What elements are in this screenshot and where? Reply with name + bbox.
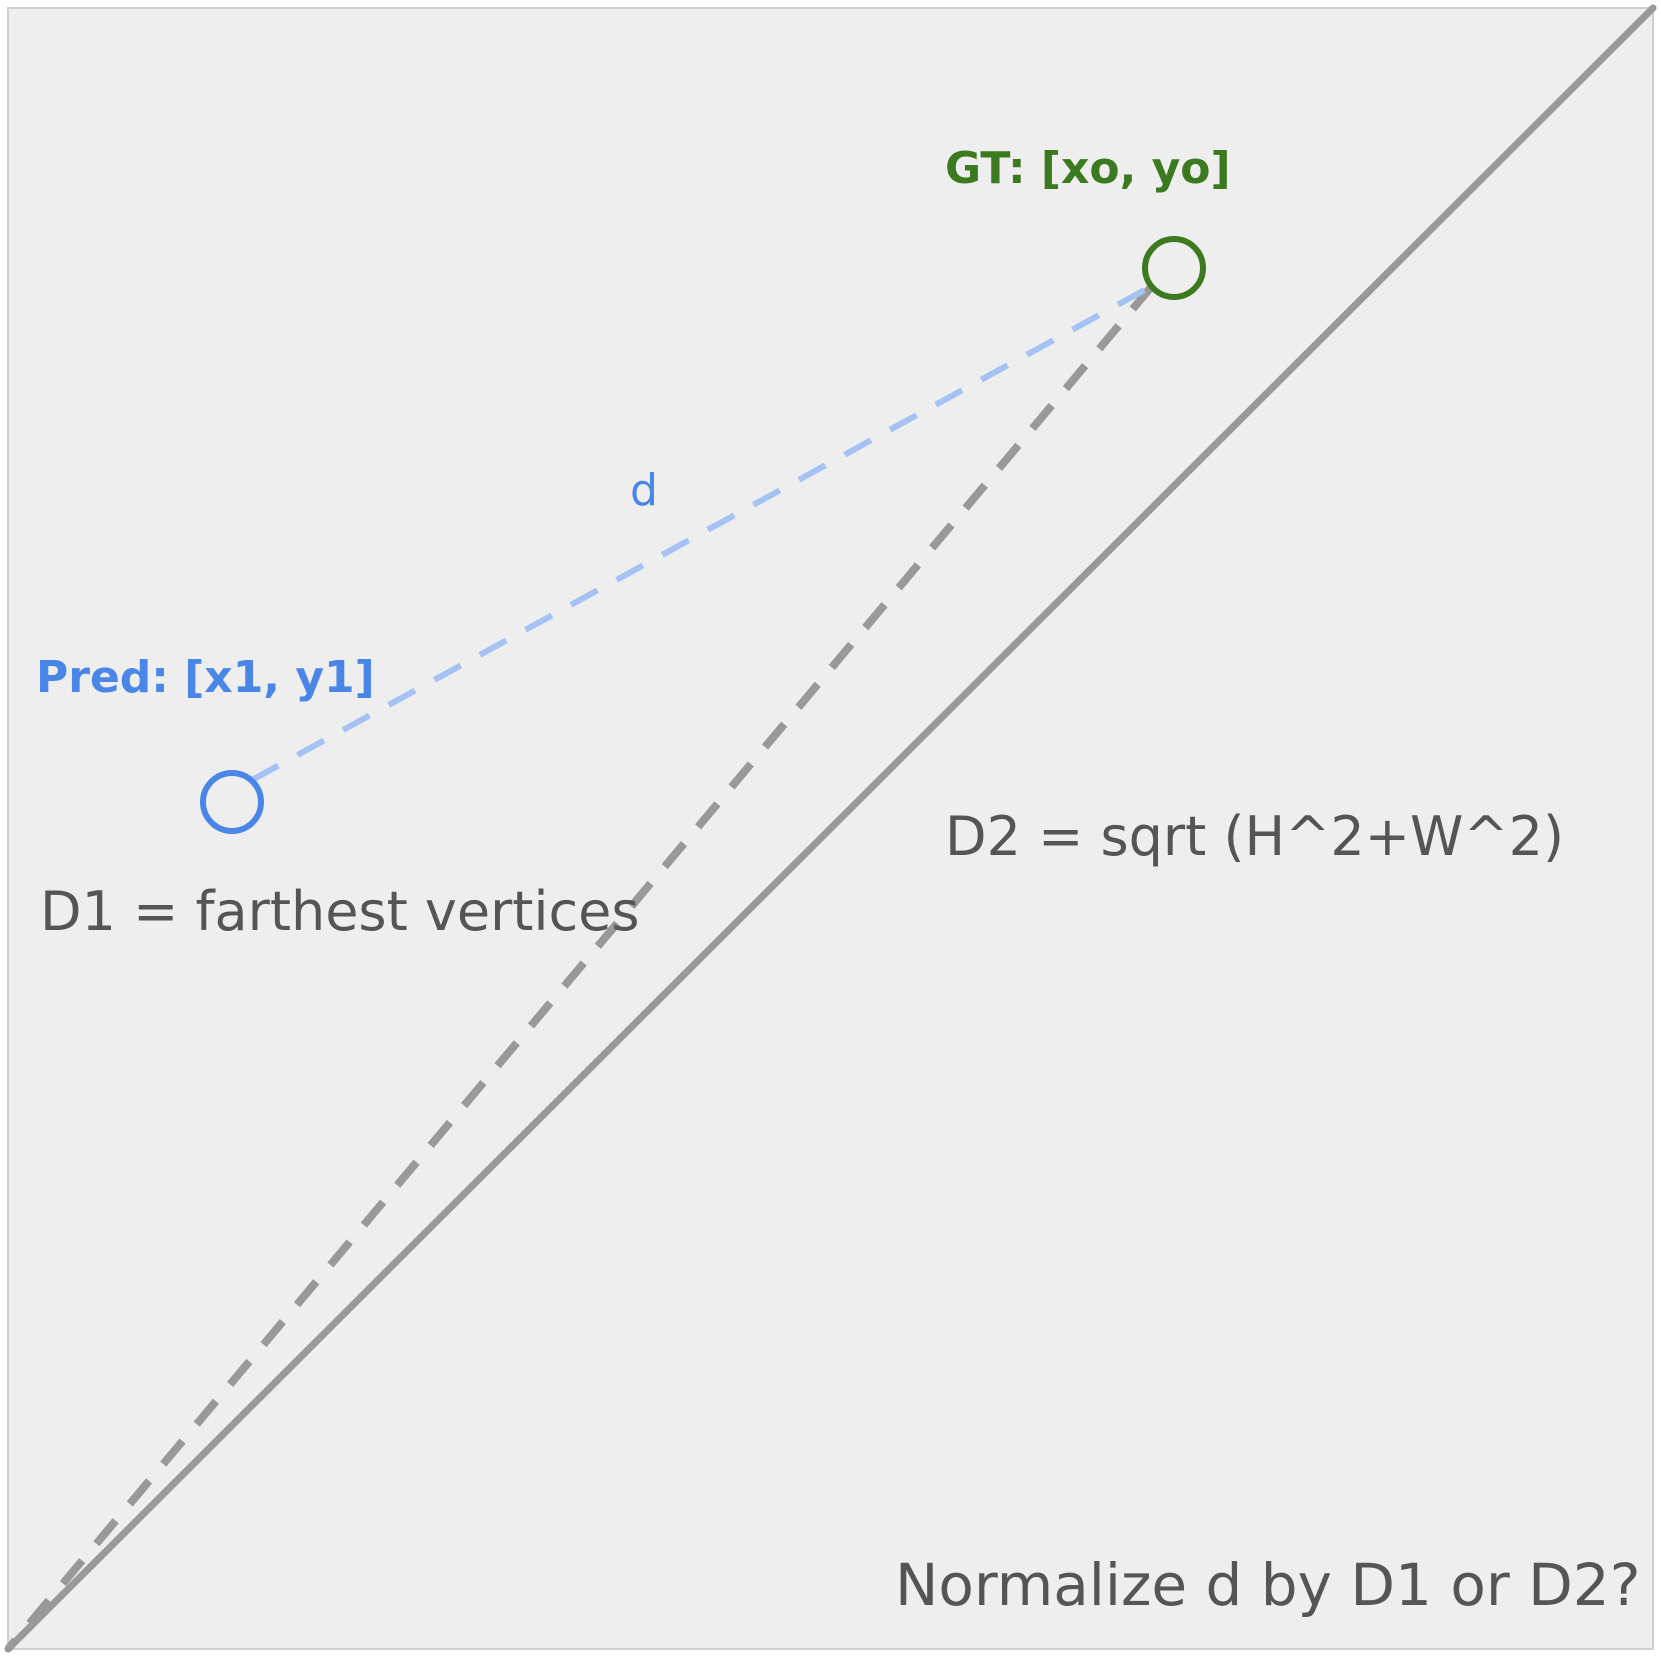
d1-label: D1 = farthest vertices bbox=[40, 880, 640, 943]
pred-label: Pred: [x1, y1] bbox=[36, 652, 375, 703]
gt-point-marker bbox=[1142, 236, 1206, 300]
pred-point-marker bbox=[200, 770, 264, 834]
question-label: Normalize d by D1 or D2? bbox=[895, 1551, 1640, 1619]
gt-label: GT: [xo, yo] bbox=[945, 143, 1231, 194]
d2-diagonal-line bbox=[4, 4, 1657, 1653]
d-distance-line bbox=[250, 283, 1154, 783]
d-label: d bbox=[630, 465, 658, 516]
d1-farthest-vertex-line bbox=[4, 283, 1156, 1652]
d2-label: D2 = sqrt (H^2+W^2) bbox=[945, 805, 1564, 868]
